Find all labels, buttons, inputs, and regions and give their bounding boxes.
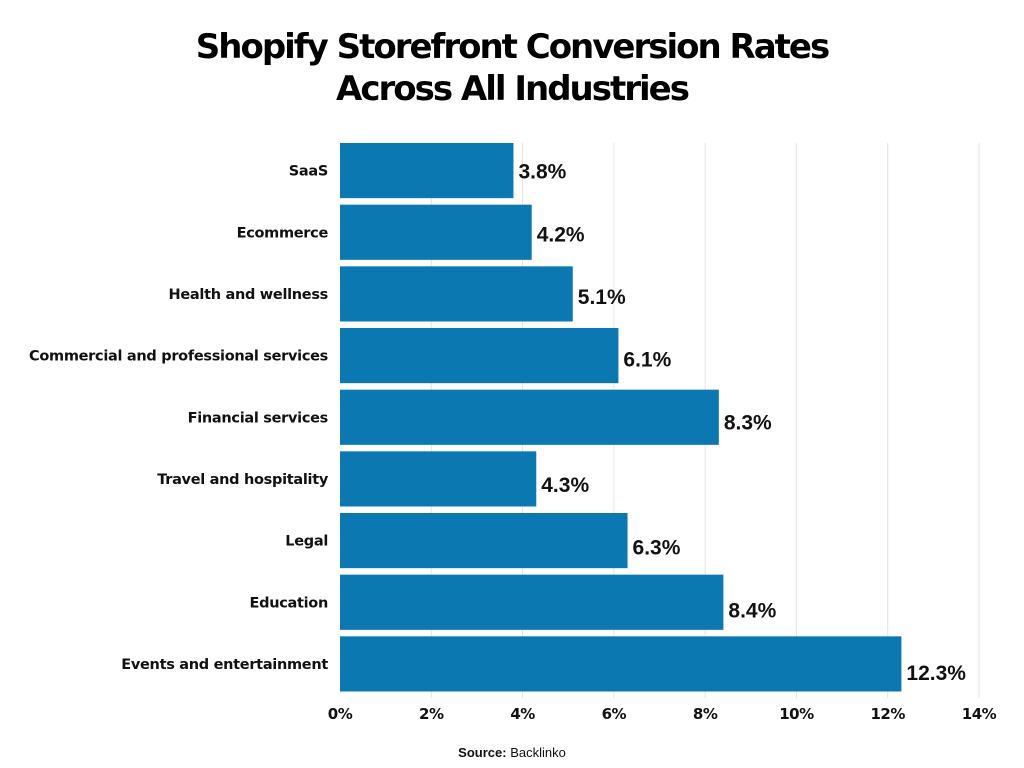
chart-title-line-2: Across All Industries bbox=[336, 69, 690, 109]
source-note: Source: Backlinko bbox=[0, 745, 1024, 760]
category-label: SaaS bbox=[289, 164, 328, 180]
bar bbox=[340, 513, 628, 569]
bar bbox=[340, 204, 532, 260]
x-axis-ticks: 0% 2% 4% 6% 8% 10% 12% 14% bbox=[328, 705, 997, 723]
category-label: Events and entertainment bbox=[121, 657, 328, 673]
category-label: Legal bbox=[285, 534, 328, 550]
category-label: Commercial and professional services bbox=[29, 349, 328, 365]
bar bbox=[340, 636, 902, 692]
value-labels: 3.8% 4.2% 5.1% 6.1% 8.3% 4.3% 6.3% 8.4% 12.3% bbox=[518, 161, 966, 685]
bars bbox=[340, 143, 902, 692]
x-tick-label: 8% bbox=[693, 705, 718, 723]
value-label: 6.3% bbox=[633, 537, 681, 560]
bar bbox=[340, 574, 724, 630]
bar bbox=[340, 328, 619, 384]
x-tick-label: 10% bbox=[779, 705, 814, 723]
x-tick-label: 12% bbox=[871, 705, 906, 723]
x-tick-label: 0% bbox=[328, 705, 353, 723]
value-label: 8.4% bbox=[728, 599, 776, 622]
value-label: 4.3% bbox=[541, 474, 589, 497]
category-label: Travel and hospitality bbox=[157, 472, 329, 488]
chart-title: Shopify Storefront Conversion Rates Acro… bbox=[0, 26, 1024, 110]
bar bbox=[340, 389, 719, 445]
source-value: Backlinko bbox=[510, 745, 566, 760]
category-label: Health and wellness bbox=[169, 287, 328, 303]
x-tick-label: 6% bbox=[602, 705, 627, 723]
bar bbox=[340, 143, 514, 199]
bar bbox=[340, 266, 573, 322]
bar bbox=[340, 451, 537, 507]
category-labels: SaaS Ecommerce Health and wellness Commerci… bbox=[29, 164, 329, 673]
value-label: 4.2% bbox=[537, 223, 585, 246]
chart-title-line-1: Shopify Storefront Conversion Rates bbox=[195, 27, 830, 67]
x-tick-label: 4% bbox=[510, 705, 535, 723]
category-label: Financial services bbox=[188, 410, 328, 426]
x-tick-label: 14% bbox=[962, 705, 997, 723]
value-label: 5.1% bbox=[578, 286, 626, 309]
category-label: Ecommerce bbox=[237, 225, 329, 241]
category-label: Education bbox=[250, 595, 328, 611]
x-tick-label: 2% bbox=[419, 705, 444, 723]
value-label: 8.3% bbox=[724, 411, 772, 434]
value-label: 12.3% bbox=[906, 662, 966, 685]
source-label: Source: bbox=[458, 745, 507, 760]
value-label: 3.8% bbox=[518, 161, 566, 184]
value-label: 6.1% bbox=[623, 349, 671, 372]
